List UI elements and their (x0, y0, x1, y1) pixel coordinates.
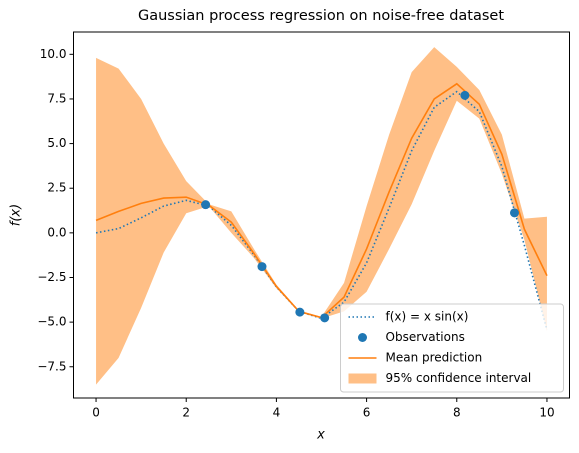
x-tick-label: 6 (363, 406, 371, 420)
x-axis-label: x (316, 428, 325, 443)
y-axis-label: f(x) (9, 204, 24, 226)
x-tick-label: 4 (273, 406, 281, 420)
legend-label: Mean prediction (386, 351, 483, 365)
x-tick-label: 10 (539, 406, 554, 420)
x-tick-label: 0 (92, 406, 100, 420)
legend-box (340, 303, 564, 393)
legend-label: Observations (386, 330, 465, 344)
legend-label: f(x) = x sin(x) (386, 310, 469, 324)
x-tick-label: 8 (453, 406, 461, 420)
observation (509, 208, 519, 218)
y-tick-label: 5.0 (47, 136, 66, 150)
observation (320, 313, 330, 323)
y-tick-label: −5.0 (37, 315, 66, 329)
y-tick-label: 0.0 (47, 225, 66, 239)
observation (201, 200, 211, 210)
series-line (95, 90, 548, 331)
y-tick-label: −2.5 (37, 270, 66, 284)
observation (257, 262, 267, 272)
observation (460, 90, 470, 100)
legend-swatch (348, 373, 377, 384)
legend-swatch (358, 333, 367, 342)
confidence-band (96, 47, 547, 385)
x-tick-label: 2 (182, 406, 190, 420)
chart-title: Gaussian process regression on noise-fre… (138, 8, 504, 24)
legend: f(x) = x sin(x) Observations Mean predicti… (340, 303, 564, 393)
plot-frame (73, 31, 570, 399)
y-tick-label: 7.5 (47, 91, 66, 105)
y-tick-label: 2.5 (47, 181, 66, 195)
observation (295, 307, 305, 317)
y-tick-label: 10.0 (40, 47, 67, 61)
y-tick-label: −7.5 (37, 359, 66, 373)
legend-label: 95% confidence interval (386, 371, 532, 385)
